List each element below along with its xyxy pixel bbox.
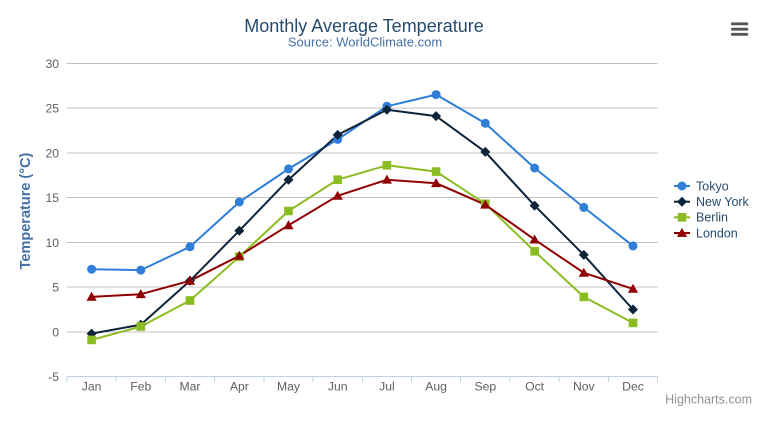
svg-text:20: 20 (45, 146, 59, 160)
svg-text:Highcharts.com: Highcharts.com (665, 393, 752, 407)
svg-text:0: 0 (52, 325, 59, 339)
svg-text:10: 10 (45, 236, 59, 250)
svg-text:Dec: Dec (622, 380, 644, 394)
svg-text:May: May (277, 380, 301, 394)
svg-text:Jan: Jan (82, 380, 102, 394)
svg-text:Jun: Jun (328, 380, 348, 394)
svg-text:Sep: Sep (474, 380, 496, 394)
svg-text:Mar: Mar (180, 380, 201, 394)
svg-text:Oct: Oct (525, 380, 545, 394)
svg-text:Feb: Feb (130, 380, 151, 394)
svg-text:Temperature (°C): Temperature (°C) (18, 152, 34, 269)
svg-text:London: London (696, 226, 738, 240)
svg-text:Tokyo: Tokyo (696, 179, 729, 193)
svg-text:25: 25 (45, 102, 59, 116)
svg-text:Monthly Average Temperature: Monthly Average Temperature (244, 16, 483, 36)
svg-text:Aug: Aug (425, 380, 447, 394)
svg-text:30: 30 (45, 57, 59, 71)
svg-text:Nov: Nov (573, 380, 596, 394)
svg-text:Jul: Jul (379, 380, 395, 394)
svg-text:Berlin: Berlin (696, 211, 728, 225)
svg-text:15: 15 (45, 191, 59, 205)
svg-text:-5: -5 (48, 370, 59, 384)
svg-text:New York: New York (696, 195, 750, 209)
svg-text:Apr: Apr (230, 380, 249, 394)
svg-text:5: 5 (52, 281, 59, 295)
svg-text:Source: WorldClimate.com: Source: WorldClimate.com (288, 35, 442, 50)
